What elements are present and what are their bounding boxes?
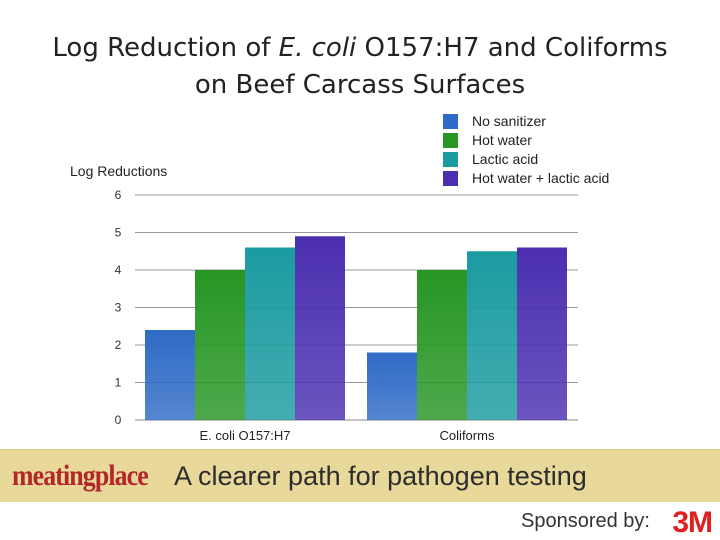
3m-logo[interactable]: 3M: [672, 506, 713, 539]
x-category-label: E. coli O157:H7: [199, 428, 290, 443]
slide-title: Log Reduction of E. coli O157:H7 and Col…: [0, 30, 720, 104]
y-tick-label: 1: [115, 376, 122, 390]
y-axis-label: Log Reductions: [70, 163, 167, 179]
y-tick-label: 2: [115, 338, 122, 352]
title-line2: on Beef Carcass Surfaces: [194, 70, 526, 100]
legend-swatch: [443, 171, 458, 186]
bar: [195, 270, 245, 420]
bar: [517, 247, 567, 420]
brand-logo[interactable]: meatingplace: [12, 459, 149, 492]
legend-label: Lactic acid: [472, 151, 538, 167]
sponsor-banner: meatingplace A clearer path for pathogen…: [0, 449, 720, 502]
legend-swatch: [443, 133, 458, 148]
y-tick-label: 4: [115, 263, 122, 277]
y-tick-label: 0: [115, 413, 122, 427]
bar: [367, 352, 417, 420]
sponsor-label: Sponsored by:: [521, 510, 650, 532]
bar: [145, 330, 195, 420]
legend-label: No sanitizer: [472, 113, 546, 129]
y-tick-label: 3: [115, 301, 122, 315]
y-tick-label: 6: [115, 188, 122, 202]
title-line1-post: O157:H7 and Coliforms: [356, 33, 668, 63]
title-line1-pre: Log Reduction of: [52, 33, 279, 63]
bar: [245, 247, 295, 420]
bar-chart: 0 1 2 3 4 5 6 Log Reductions E. coli O157:H7 Coli…: [70, 113, 609, 443]
legend-label: Hot water: [472, 132, 532, 148]
banner-tagline: A clearer path for pathogen testing: [174, 461, 587, 491]
legend-swatch: [443, 152, 458, 167]
bar: [417, 270, 467, 420]
y-tick-label: 5: [115, 226, 122, 240]
legend-swatch: [443, 114, 458, 129]
bar: [467, 251, 517, 420]
bar: [295, 236, 345, 420]
title-line1-italic: E. coli: [278, 33, 357, 63]
legend-label: Hot water + lactic acid: [472, 170, 609, 186]
x-category-label: Coliforms: [440, 428, 495, 443]
